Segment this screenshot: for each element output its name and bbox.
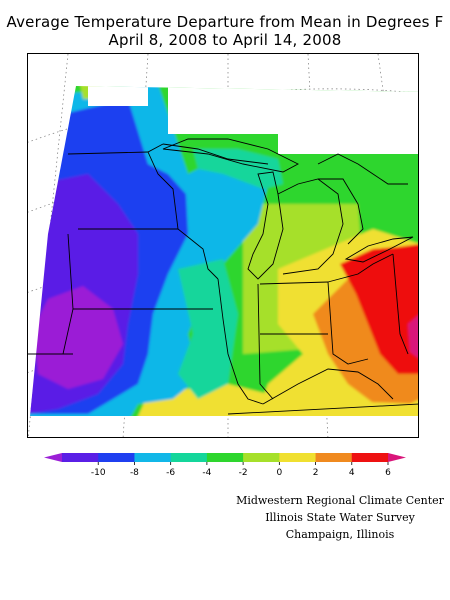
credit-line-location: Champaign, Illinois	[285, 528, 395, 541]
legend-swatch-5	[206, 453, 244, 462]
legend-swatch-7	[279, 453, 317, 462]
legend-swatch-3	[134, 453, 172, 462]
legend-tick-label: -8	[130, 468, 139, 478]
color-legend: -10 -8 -6 -4 -2 0 2 4 6	[44, 453, 406, 478]
state-boundaries	[28, 138, 418, 415]
legend-tick-label: -10	[91, 468, 106, 478]
legend-tick-label: 4	[349, 468, 355, 478]
legend-swatch-9	[351, 453, 389, 462]
legend-swatch-6	[243, 453, 280, 462]
legend-swatch-1	[62, 453, 99, 462]
map-date-range: April 8, 2008 to April 14, 2008	[108, 31, 342, 49]
legend-tick-label: 0	[276, 468, 282, 478]
legend-swatch-8	[315, 453, 353, 462]
legend-tick-label: -6	[166, 468, 175, 478]
temperature-map	[27, 53, 419, 438]
legend-tick-label: -2	[239, 468, 248, 478]
legend-tick-label: 2	[313, 468, 319, 478]
credit-line-isws: Illinois State Water Survey	[265, 511, 415, 524]
legend-tick-label: -4	[202, 468, 211, 478]
credit-line-mrcc: Midwestern Regional Climate Center	[236, 494, 444, 507]
map-title: Average Temperature Departure from Mean …	[6, 13, 444, 31]
legend-swatch-0	[44, 453, 62, 462]
temperature-shading	[30, 86, 418, 416]
legend-swatch-2	[98, 453, 135, 462]
legend-swatch-4	[170, 453, 208, 462]
map-canvas	[28, 54, 418, 437]
legend-swatch-10	[388, 453, 406, 462]
legend-tick-label: 6	[385, 468, 391, 478]
